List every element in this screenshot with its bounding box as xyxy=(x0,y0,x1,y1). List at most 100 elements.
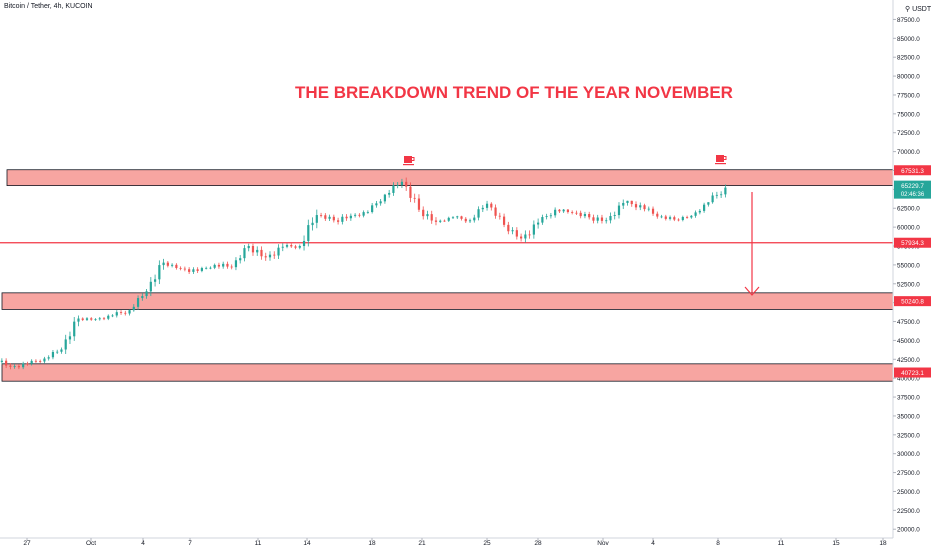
candle xyxy=(73,321,76,337)
candle xyxy=(77,318,80,322)
candle xyxy=(111,315,114,317)
candle xyxy=(545,216,548,218)
candle xyxy=(260,249,263,257)
candle xyxy=(64,339,67,350)
candle xyxy=(158,265,161,280)
y-tick-label: 42500.0 xyxy=(897,357,920,364)
candle xyxy=(422,209,425,217)
countdown-label: 02:46:36 xyxy=(901,192,925,198)
candle xyxy=(685,217,689,218)
y-tick-label: 40000.0 xyxy=(897,376,920,383)
candle xyxy=(677,219,680,221)
candle xyxy=(315,215,318,223)
candle xyxy=(575,212,578,214)
candle xyxy=(443,220,446,222)
candle xyxy=(183,268,186,270)
candle xyxy=(558,209,561,212)
candle xyxy=(430,214,433,221)
candle xyxy=(230,266,233,268)
candle xyxy=(349,215,352,219)
currency-icon: ⚲ xyxy=(905,6,913,13)
candle xyxy=(698,210,701,213)
coffee-icon xyxy=(403,156,415,166)
candle xyxy=(481,207,484,210)
candle xyxy=(68,336,72,340)
candle xyxy=(473,217,476,221)
candle xyxy=(711,195,714,203)
x-tick-label: 11 xyxy=(255,540,262,547)
candle xyxy=(375,203,378,206)
candle xyxy=(456,216,459,218)
candle xyxy=(541,217,544,223)
coffee-icon xyxy=(715,155,727,165)
zone-price-tag-label: 67531.3 xyxy=(901,168,924,175)
candle xyxy=(579,212,582,217)
last-price-label: 65229.7 xyxy=(901,183,924,190)
candle xyxy=(720,194,723,196)
candle xyxy=(694,212,697,216)
price-zone xyxy=(1,292,894,310)
candle xyxy=(56,351,59,353)
price-zone xyxy=(6,169,894,186)
candle xyxy=(162,262,165,266)
candle xyxy=(311,222,314,226)
candle xyxy=(639,205,642,208)
y-tick-label: 60000.0 xyxy=(897,225,920,232)
y-tick-label: 62500.0 xyxy=(897,206,920,213)
line-price-tag-label: 57934.3 xyxy=(901,240,924,247)
candle xyxy=(107,315,110,319)
candle xyxy=(396,185,399,186)
candle xyxy=(22,363,25,368)
candle xyxy=(13,366,16,367)
y-tick-label: 27500.0 xyxy=(897,470,920,477)
candle xyxy=(703,204,706,211)
x-tick-label: 14 xyxy=(303,540,311,547)
x-tick-label: 11 xyxy=(778,540,785,547)
candle xyxy=(294,246,297,248)
candle xyxy=(217,264,221,267)
candle xyxy=(119,312,123,313)
candle xyxy=(588,214,591,218)
candle xyxy=(332,216,335,221)
candle xyxy=(715,194,718,196)
unit-text: USDT xyxy=(912,6,932,13)
candle xyxy=(336,220,340,222)
y-tick-label: 25000.0 xyxy=(897,489,920,496)
candle xyxy=(98,318,101,320)
y-tick-label: 30000.0 xyxy=(897,451,920,458)
candle xyxy=(571,212,574,213)
zone-price-tag-label: 50240.8 xyxy=(901,299,924,306)
candle xyxy=(507,224,510,232)
candle xyxy=(34,360,38,362)
zone-price-tag xyxy=(894,296,931,307)
candle xyxy=(549,215,552,217)
candle xyxy=(136,298,140,307)
y-tick-label: 70000.0 xyxy=(897,149,920,156)
candle xyxy=(656,213,659,217)
candle xyxy=(379,201,382,204)
candle xyxy=(405,181,408,187)
candle xyxy=(400,181,404,186)
candle xyxy=(464,218,467,222)
candle xyxy=(196,269,199,271)
candle xyxy=(47,357,50,359)
y-tick-label: 72500.0 xyxy=(897,130,920,137)
candle xyxy=(124,312,127,314)
candle xyxy=(200,268,204,271)
y-tick-label: 77500.0 xyxy=(897,92,920,99)
candle xyxy=(554,209,557,216)
candle xyxy=(277,247,280,256)
candle xyxy=(43,358,46,362)
x-tick-label: 25 xyxy=(483,540,491,547)
candle xyxy=(707,202,710,205)
candle xyxy=(596,217,599,221)
candle xyxy=(664,216,667,219)
candle xyxy=(528,234,531,236)
candle xyxy=(192,269,195,272)
candle xyxy=(434,220,438,222)
candle xyxy=(605,220,608,222)
candle xyxy=(94,319,97,321)
candle xyxy=(226,263,229,267)
y-tick-label: 20000.0 xyxy=(897,527,920,534)
